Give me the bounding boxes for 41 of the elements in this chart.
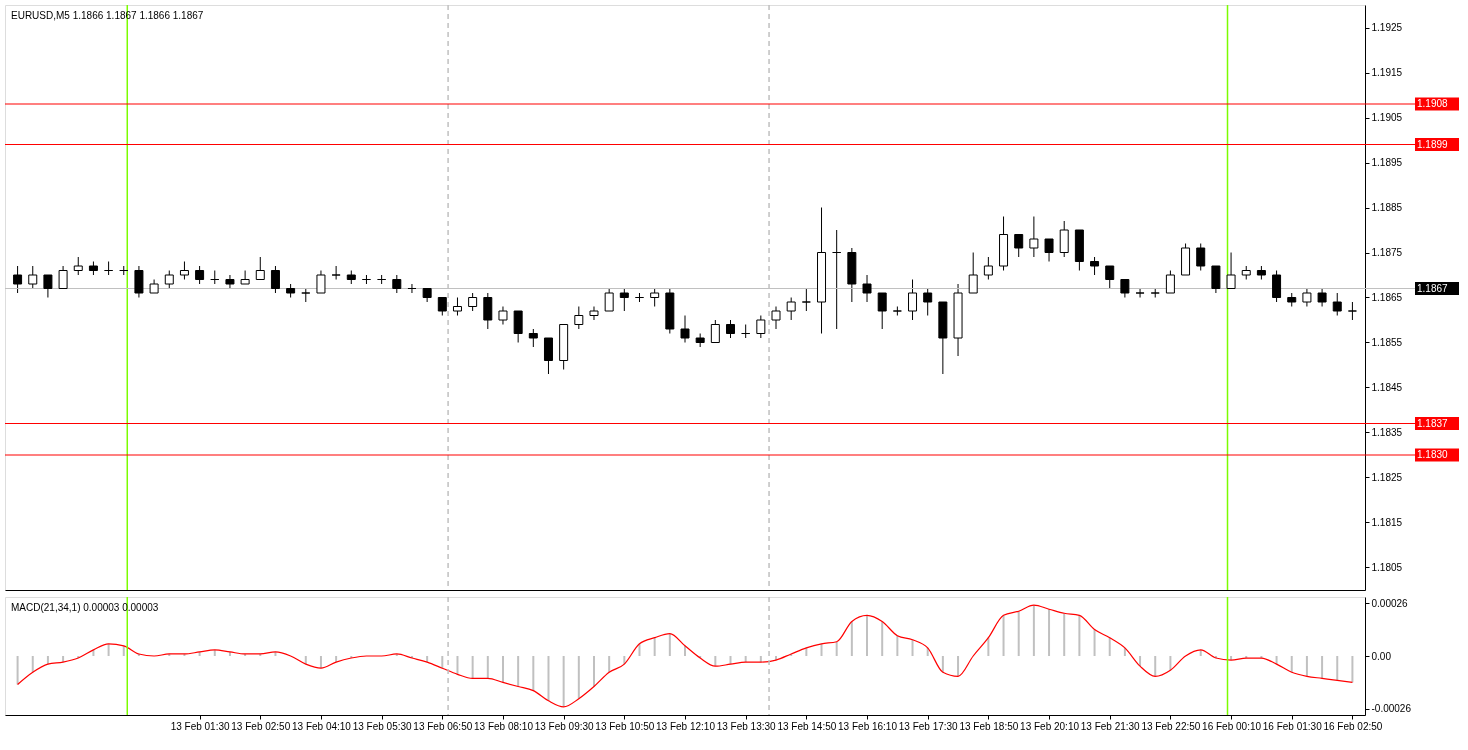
x-tick-label: 13 Feb 13:30 (716, 720, 777, 732)
y-tick-label: 0.00026 (1371, 597, 1409, 609)
x-tick-label: 13 Feb 06:50 (413, 720, 473, 732)
y-tick-label: 1.1905 (1371, 112, 1403, 123)
x-tick-label: 13 Feb 05:30 (352, 720, 413, 732)
y-tick-label: 1.1895 (1371, 157, 1403, 168)
y-tick-label: 1.1815 (1371, 517, 1403, 528)
ref-line-label: 1.1837 (1417, 417, 1449, 429)
x-tick-label: 13 Feb 04:10 (291, 720, 352, 732)
x-tick-label: 13 Feb 10:50 (595, 720, 655, 732)
ref-line-label: 1.1908 (1417, 98, 1449, 109)
x-tick-label: 13 Feb 09:30 (534, 720, 595, 732)
x-tick-label: 13 Feb 17:30 (898, 720, 959, 732)
y-tick-label: 1.1915 (1371, 67, 1403, 78)
x-tick-label: 13 Feb 21:30 (1080, 720, 1141, 732)
y-tick-label: 1.1835 (1371, 427, 1403, 438)
x-tick-label: 13 Feb 16:10 (838, 720, 898, 732)
x-tick-label: 13 Feb 18:50 (959, 720, 1019, 732)
y-tick-label: -0.00026 (1371, 703, 1412, 715)
x-tick-label: 16 Feb 00:10 (1202, 720, 1262, 732)
x-tick-label: 13 Feb 14:50 (777, 720, 837, 732)
ref-line-label: 1.1830 (1417, 449, 1449, 460)
x-tick-label: 13 Feb 02:50 (231, 720, 291, 732)
y-tick-label: 1.1875 (1371, 247, 1403, 258)
y-tick-label: 1.1805 (1371, 562, 1403, 573)
y-tick-label: 1.1855 (1371, 337, 1403, 348)
x-tick-label: 13 Feb 08:10 (474, 720, 534, 732)
y-tick-label: 1.1865 (1371, 292, 1403, 303)
x-tick-label: 13 Feb 20:10 (1020, 720, 1080, 732)
x-tick-label: 16 Feb 02:50 (1323, 720, 1383, 732)
y-tick-label: 1.1825 (1371, 472, 1403, 483)
ref-line-label: 1.1867 (1417, 282, 1449, 294)
x-tick-label: 13 Feb 22:50 (1141, 720, 1201, 732)
ref-line-label: 1.1899 (1417, 138, 1449, 150)
y-tick-label: 1.1925 (1371, 22, 1403, 33)
x-tick-label: 13 Feb 01:30 (170, 720, 231, 732)
y-tick-label: 1.1845 (1371, 382, 1403, 393)
y-tick-label: 1.1885 (1371, 202, 1403, 213)
x-tick-label: 16 Feb 01:30 (1262, 720, 1323, 732)
y-tick-label: 0.00 (1371, 650, 1392, 662)
x-tick-label: 13 Feb 12:10 (656, 720, 716, 732)
